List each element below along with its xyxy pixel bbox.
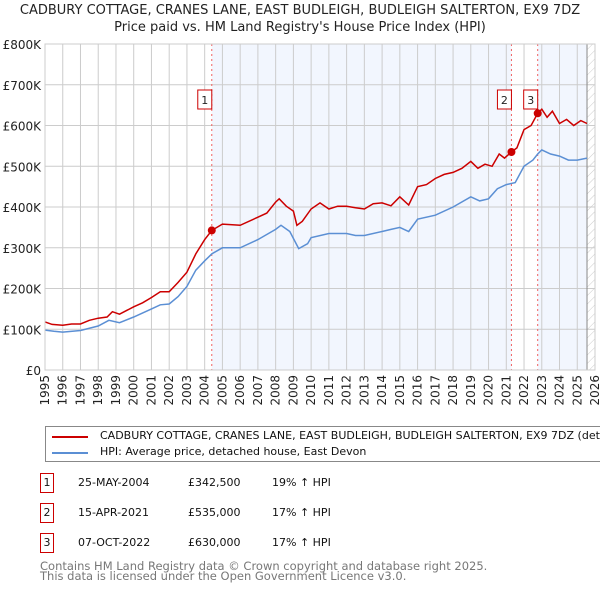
x-tick-label: 1995 (38, 375, 52, 406)
sale-label: 3 (527, 94, 534, 107)
x-tick-label: 2000 (127, 375, 141, 406)
sale-point (533, 109, 542, 118)
legend-label: CADBURY COTTAGE, CRANES LANE, EAST BUDLE… (100, 429, 600, 442)
sale-point (207, 226, 216, 235)
transaction-date: 25-MAY-2004 (78, 476, 150, 489)
transaction-row: 1 25-MAY-2004 £342,500 19% ↑ HPI (0, 473, 600, 493)
x-tick-label: 2019 (464, 375, 478, 406)
transaction-price: £535,000 (188, 506, 241, 519)
y-tick-label: £100K (3, 323, 43, 337)
y-tick-label: £200K (3, 283, 43, 297)
x-tick-label: 1997 (73, 375, 87, 406)
x-tick-label: 2012 (340, 375, 354, 406)
sale-label-box (523, 89, 539, 110)
x-tick-label: 2014 (375, 375, 389, 406)
transaction-price: £630,000 (188, 536, 241, 549)
chart-title: CADBURY COTTAGE, CRANES LANE, EAST BUDLE… (19, 3, 581, 18)
x-tick-label: 2021 (499, 375, 513, 406)
x-tick-label: 2024 (553, 375, 567, 406)
x-tick-label: 2001 (144, 375, 158, 406)
x-tick-label: 1996 (56, 375, 70, 406)
y-tick-label: £0 (26, 364, 41, 378)
transaction-number: 3 (40, 533, 54, 553)
transaction-row: 2 15-APR-2021 £535,000 17% ↑ HPI (0, 503, 600, 523)
legend-label: HPI: Average price, detached house, East… (100, 445, 367, 458)
transaction-row: 3 07-OCT-2022 £630,000 17% ↑ HPI (0, 533, 600, 553)
x-tick-label: 2002 (162, 375, 176, 406)
transaction-date: 15-APR-2021 (78, 506, 150, 519)
chart-subtitle: Price paid vs. HM Land Registry's House … (114, 20, 486, 35)
x-tick-label: 2017 (428, 375, 442, 406)
x-tick-label: 1999 (109, 375, 123, 406)
footer-licence: This data is licensed under the Open Gov… (40, 569, 407, 583)
sale-label-box (496, 89, 512, 110)
footer-copyright: Contains HM Land Registry data © Crown c… (40, 559, 488, 573)
x-tick-label: 2023 (535, 375, 549, 406)
transaction-price: £342,500 (188, 476, 241, 489)
y-tick-label: £700K (3, 79, 43, 93)
transaction-number: 2 (40, 503, 54, 523)
x-tick-label: 2004 (198, 375, 212, 406)
x-tick-label: 2015 (393, 375, 407, 406)
x-tick-label: 2026 (588, 375, 600, 406)
x-tick-label: 2003 (180, 375, 194, 406)
transaction-date: 07-OCT-2022 (78, 536, 151, 549)
y-tick-label: £800K (3, 38, 43, 52)
x-tick-label: 2022 (517, 375, 531, 406)
x-tick-label: 2018 (446, 375, 460, 406)
price-paid-line (44, 108, 588, 326)
y-tick-label: £300K (3, 242, 43, 256)
x-tick-label: 2011 (322, 375, 336, 406)
plot-border (44, 43, 596, 371)
sale-label: 1 (201, 94, 208, 107)
transaction-number: 1 (40, 473, 54, 493)
chart-plot: 1995 1996 1997 1998 1999 2000 2001 2002 2003 2004… (3, 38, 600, 406)
x-tick-label: 2008 (269, 375, 283, 406)
transaction-hpi-change: 19% ↑ HPI (272, 476, 331, 489)
legend-line-blue (52, 452, 88, 454)
legend: CADBURY COTTAGE, CRANES LANE, EAST BUDLE… (45, 426, 600, 462)
x-tick-label: 2005 (215, 375, 229, 406)
sale-point (507, 147, 516, 156)
x-tick-label: 1998 (91, 375, 105, 406)
transaction-hpi-change: 17% ↑ HPI (272, 506, 331, 519)
legend-line-red (52, 436, 88, 438)
y-tick-label: £400K (3, 201, 43, 215)
hpi-line (44, 148, 588, 333)
y-tick-label: £500K (3, 160, 43, 174)
sale-label: 2 (501, 94, 508, 107)
x-tick-label: 2009 (286, 375, 300, 406)
x-tick-label: 2006 (233, 375, 247, 406)
x-tick-label: 2013 (357, 375, 371, 406)
y-tick-label: £600K (3, 120, 43, 134)
x-tick-label: 2020 (482, 375, 496, 406)
transaction-hpi-change: 17% ↑ HPI (272, 536, 331, 549)
x-tick-label: 2016 (411, 375, 425, 406)
x-tick-label: 2007 (251, 375, 265, 406)
sale-label-box (197, 89, 213, 110)
x-tick-label: 2010 (304, 375, 318, 406)
x-tick-label: 2025 (570, 375, 584, 406)
